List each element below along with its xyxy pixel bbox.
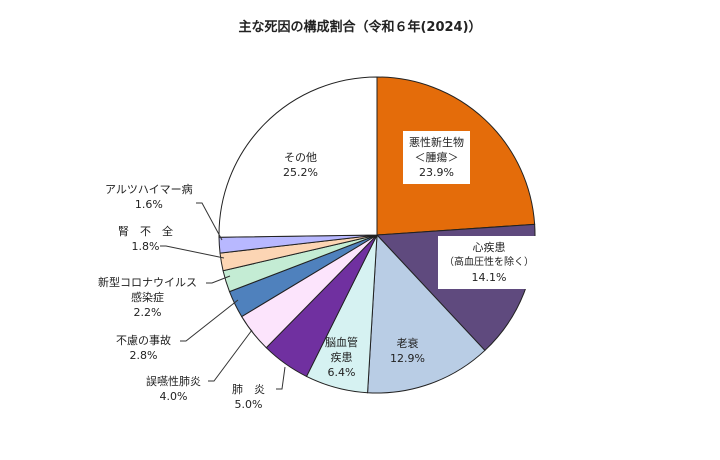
chart-title: 主な死因の構成割合（令和６年(2024)） [238, 20, 482, 35]
label-alzheimer: アルツハイマー病 1.6% [105, 183, 193, 211]
label-senility: 老衰 12.9% [390, 337, 425, 365]
leader-line-pneumonia [276, 366, 286, 390]
label-covid: 新型コロナウイルス 感染症 2.2% [98, 276, 197, 319]
label-accident: 不慮の事故 2.8% [116, 334, 171, 362]
label-cancer: 悪性新生物 ＜腫瘍＞ 23.9% [403, 131, 470, 184]
label-stroke: 脳血管 疾患 6.4% [325, 336, 358, 379]
pie-slice-2 [367, 233, 486, 394]
leader-line-covid [206, 275, 231, 284]
label-pneumonia: 肺 炎 5.0% [232, 383, 265, 411]
leader-line-alzheimer [196, 202, 223, 241]
leader-line-aspiration [208, 329, 253, 382]
label-other: その他 25.2% [283, 151, 318, 179]
leader-line-accident [180, 299, 239, 342]
leader-line-kidney [160, 245, 225, 259]
pie-slice-10 [218, 76, 378, 238]
label-heart: 心疾患 （高血圧性を除く） 14.1% [438, 236, 540, 289]
label-aspiration: 誤嚥性肺炎 4.0% [146, 375, 201, 403]
leader-lines [160, 202, 286, 390]
label-kidney: 腎 不 全 1.8% [118, 225, 173, 253]
